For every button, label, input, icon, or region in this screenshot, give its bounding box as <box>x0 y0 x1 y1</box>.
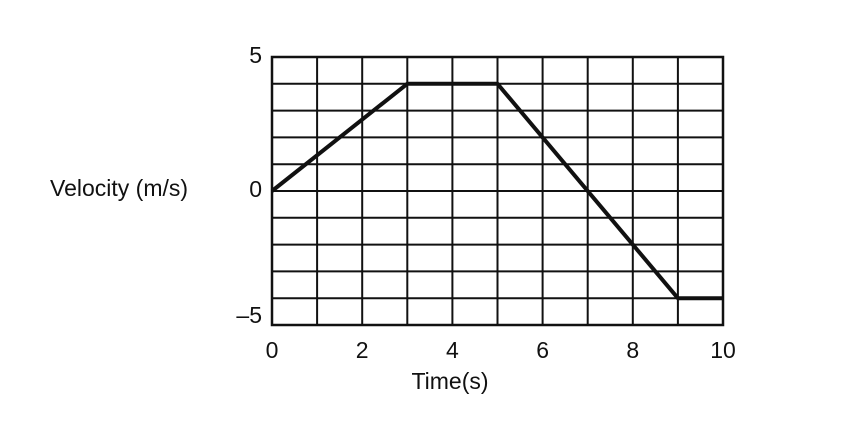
x-tick-label: 8 <box>626 337 639 363</box>
x-tick-label: 0 <box>266 337 279 363</box>
y-axis-label: Velocity (m/s) <box>50 175 188 201</box>
x-tick-label: 2 <box>356 337 369 363</box>
x-tick-label: 4 <box>446 337 459 363</box>
data-line <box>270 81 723 301</box>
x-tick-label: 6 <box>536 337 549 363</box>
y-tick-label: 5 <box>249 42 262 68</box>
y-tick-label: 0 <box>249 176 262 202</box>
x-tick-label: 10 <box>710 337 736 363</box>
y-tick-label: –5 <box>236 302 262 328</box>
x-axis-label: Time(s) <box>411 368 488 394</box>
